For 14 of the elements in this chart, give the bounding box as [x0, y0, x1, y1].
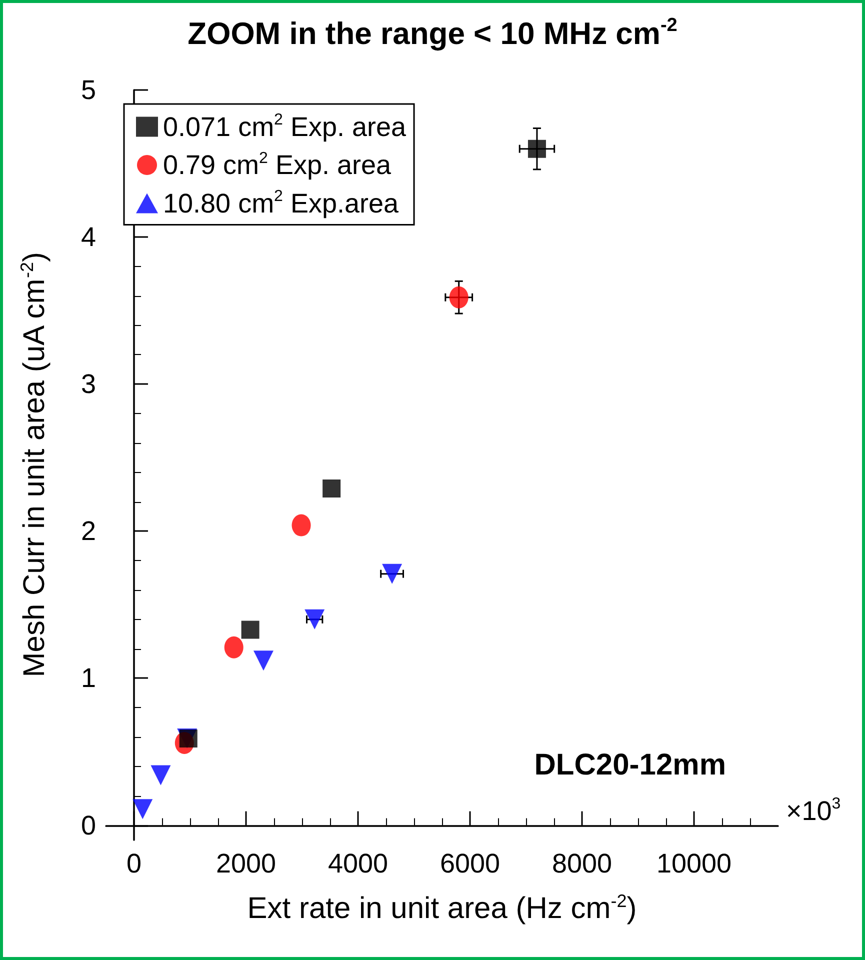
y-tick-label: 0 [80, 810, 96, 840]
x-tick-label: 0 [126, 848, 142, 878]
x-tick-label: 4000 [328, 848, 388, 878]
x-tick-label: 10000 [656, 848, 732, 878]
y-axis-title: Mesh Curr in unit area (uA cm-2) [17, 252, 51, 678]
y-tick-label: 1 [80, 663, 96, 694]
annotation: DLC20-12mm [534, 748, 726, 782]
y-tick-label: 4 [80, 222, 96, 252]
x-tick-label: 6000 [440, 848, 500, 878]
y-tick-label: 2 [80, 516, 96, 546]
x-tick-label: 8000 [552, 848, 612, 878]
x-tick-label: 2000 [216, 848, 276, 878]
y-tick-label: 5 [80, 75, 96, 105]
y-tick-label: 3 [80, 369, 96, 400]
